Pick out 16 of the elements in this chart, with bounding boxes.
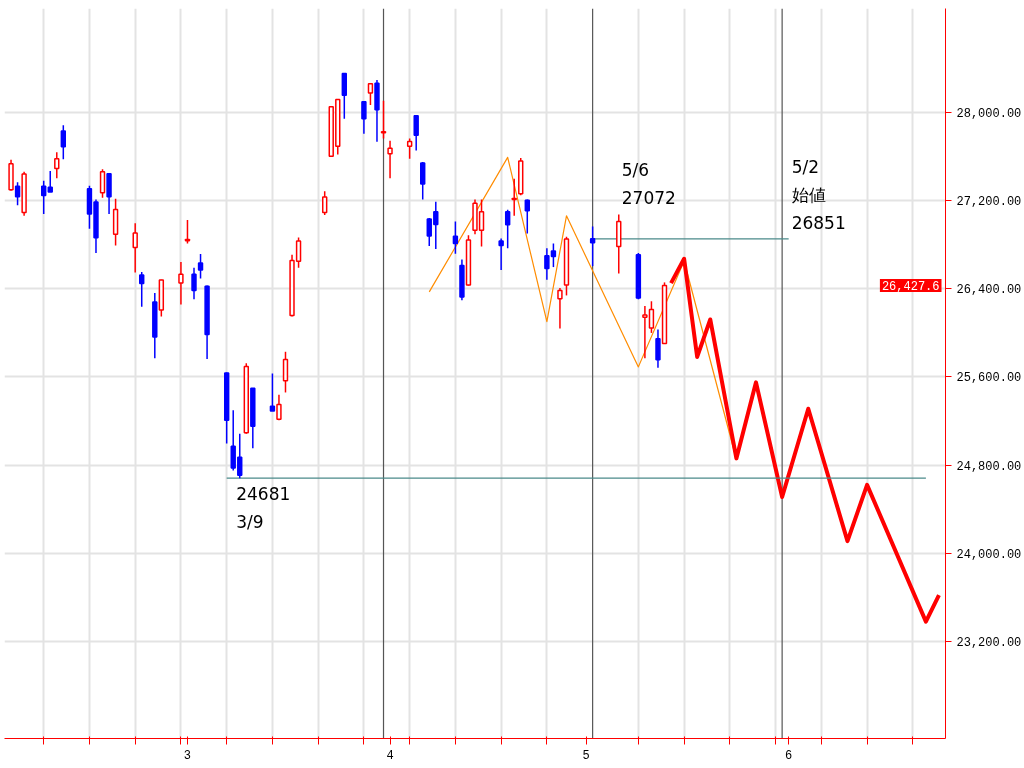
annotation: 5/2 始値 26851 (791, 156, 846, 233)
y-tick-label: 23,200.00 (956, 635, 1022, 650)
x-tick-label: 3 (183, 748, 192, 763)
y-tick-label: 27,200.00 (956, 194, 1022, 209)
x-tick-label: 6 (785, 748, 793, 763)
y-tick-label: 24,000.00 (956, 547, 1022, 562)
x-tick-label: 5 (582, 748, 590, 763)
y-tick-label: 25,600.00 (956, 371, 1022, 386)
line-series (669, 256, 941, 624)
annotation: 24681 3/9 (236, 484, 291, 533)
y-tick-label: 24,800.00 (956, 459, 1022, 474)
annotation: 5/6 27072 (621, 160, 676, 209)
x-tick-label: 4 (386, 748, 394, 763)
annotation: 26,427.6 (881, 280, 940, 294)
y-tick-label: 28,000.00 (956, 106, 1022, 121)
y-tick-label: 26,400.00 (956, 283, 1022, 298)
